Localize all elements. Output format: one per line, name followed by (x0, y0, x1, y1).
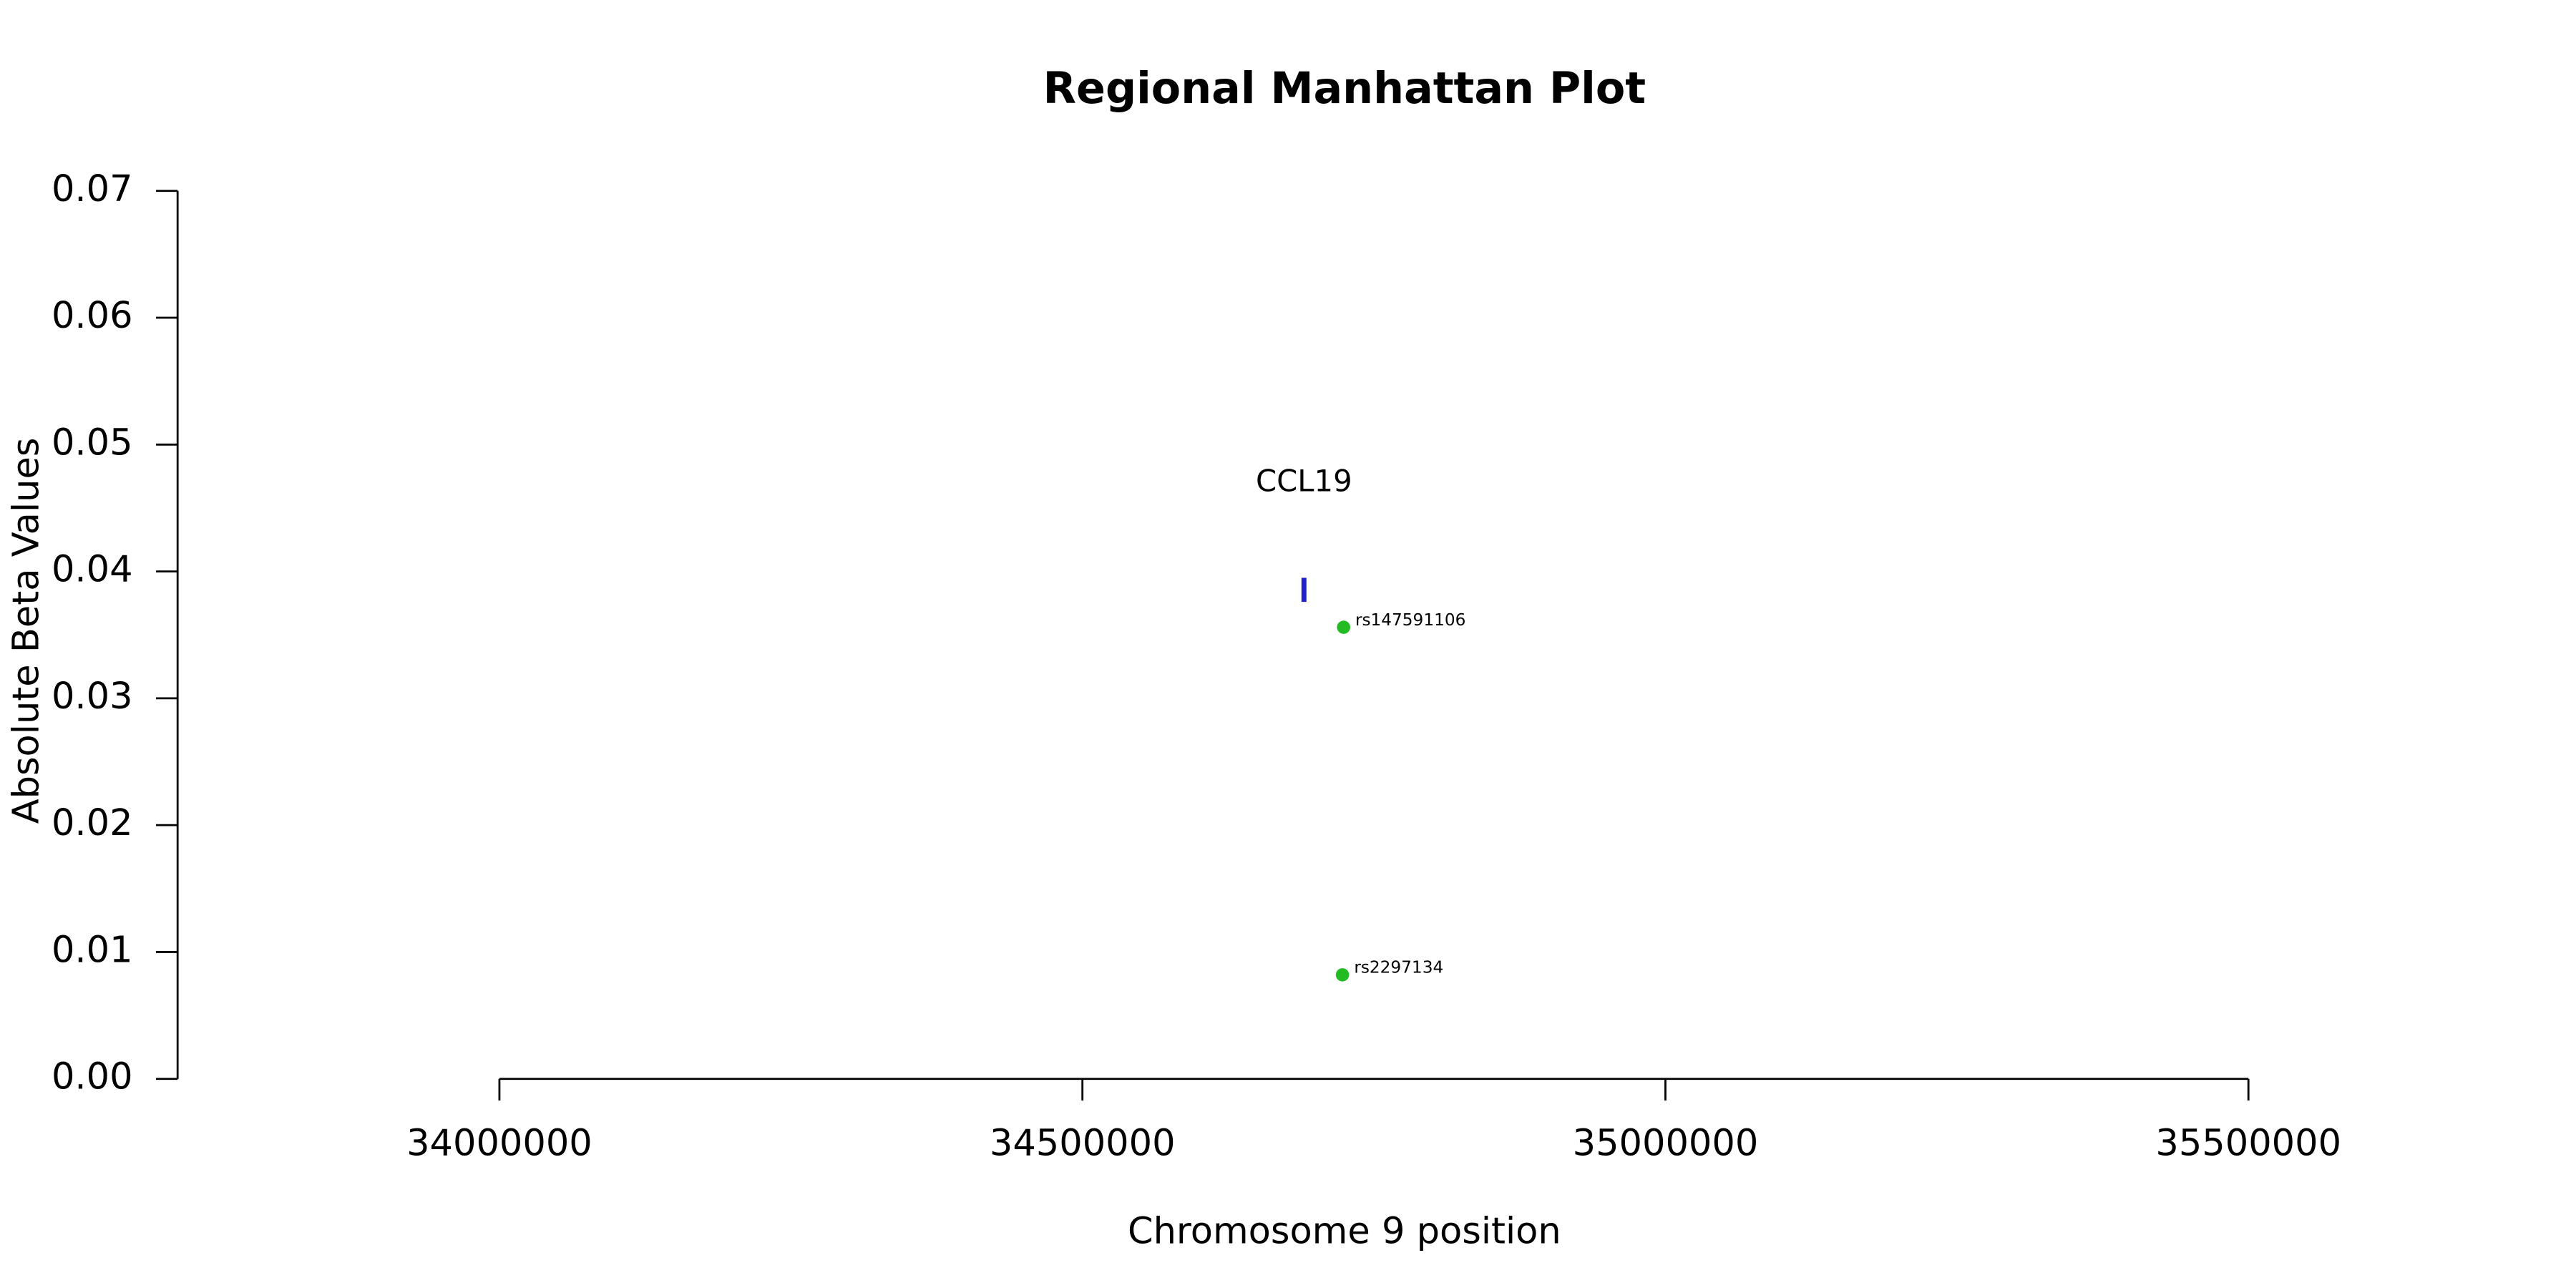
y-tick-label: 0.07 (52, 168, 133, 210)
gene-label: CCL19 (1256, 464, 1352, 499)
y-tick-label: 0.04 (52, 549, 133, 591)
y-tick-label: 0.03 (52, 675, 133, 718)
x-tick-label: 35000000 (1573, 1123, 1759, 1165)
x-tick-label: 34500000 (990, 1123, 1176, 1165)
x-tick-label: 34000000 (406, 1123, 592, 1165)
y-tick-label: 0.06 (52, 295, 133, 337)
y-tick-label: 0.02 (52, 802, 133, 844)
point (1337, 620, 1350, 634)
point-label: rs147591106 (1355, 610, 1465, 630)
y-axis-label: Absolute Beta Values (5, 438, 47, 824)
y-tick-label: 0.05 (52, 421, 133, 464)
x-axis-label: Chromosome 9 position (1128, 1210, 1561, 1252)
chart-title: Regional Manhattan Plot (1043, 64, 1646, 114)
point-label: rs2297134 (1354, 958, 1443, 977)
y-tick-label: 0.00 (52, 1056, 133, 1098)
y-tick-label: 0.01 (52, 929, 133, 971)
x-tick-label: 35500000 (2155, 1123, 2341, 1165)
point (1335, 968, 1350, 982)
